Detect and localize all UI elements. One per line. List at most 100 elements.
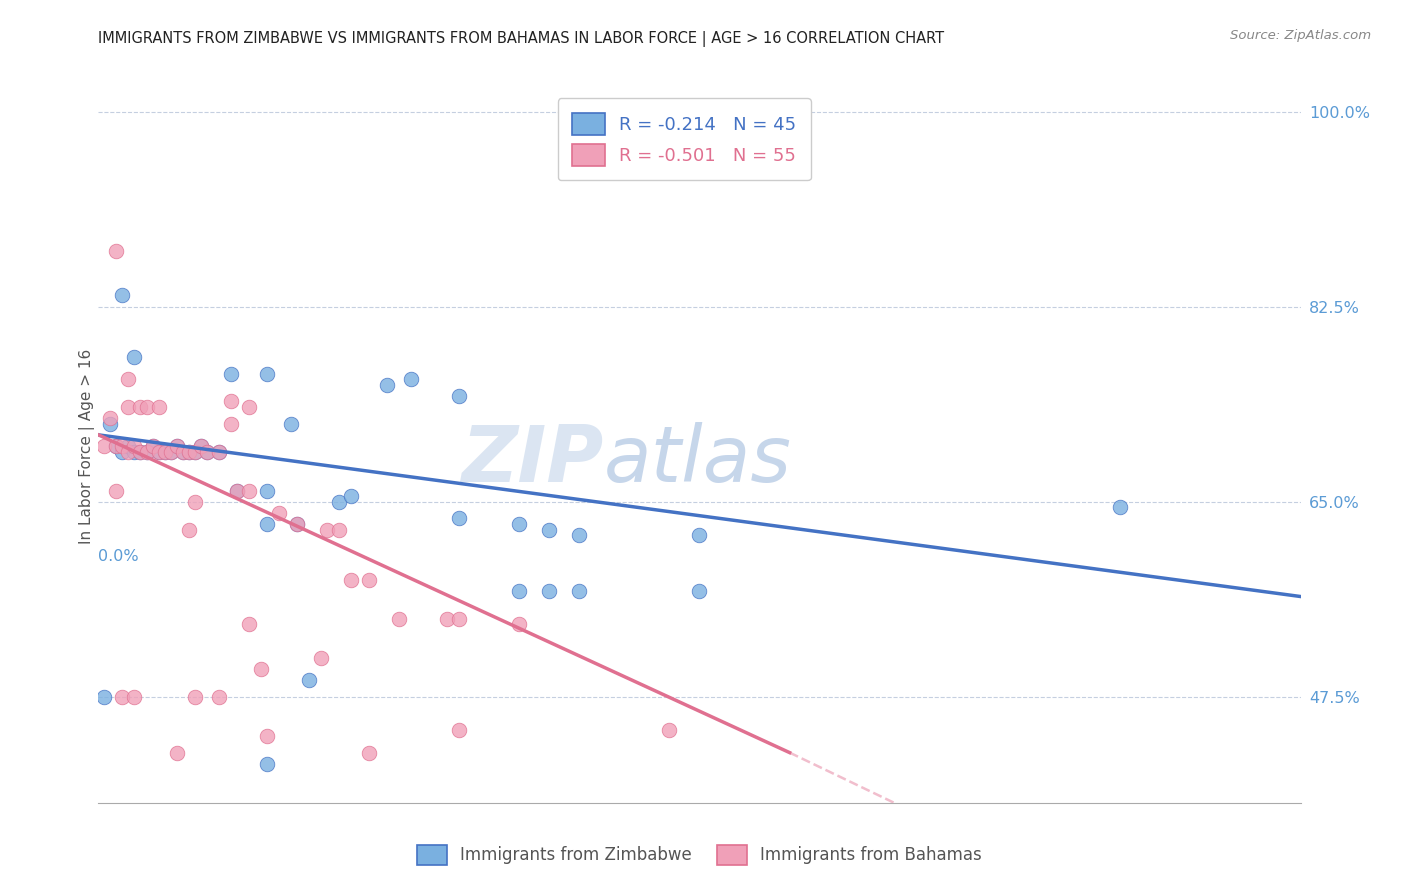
Point — [177, 444, 200, 458]
Point — [129, 400, 152, 414]
Point — [508, 617, 530, 632]
Point — [208, 444, 231, 458]
Point — [238, 400, 260, 414]
Point — [208, 690, 231, 704]
Point — [148, 444, 170, 458]
Text: IMMIGRANTS FROM ZIMBABWE VS IMMIGRANTS FROM BAHAMAS IN LABOR FORCE | AGE > 16 CO: IMMIGRANTS FROM ZIMBABWE VS IMMIGRANTS F… — [98, 31, 945, 47]
Point — [111, 288, 134, 302]
Point — [538, 523, 561, 537]
Point — [1109, 500, 1132, 515]
Point — [328, 494, 350, 508]
Point — [166, 439, 188, 453]
Point — [159, 444, 181, 458]
Point — [447, 511, 470, 525]
Point — [105, 439, 128, 453]
Point — [183, 494, 205, 508]
Point — [219, 394, 242, 409]
Point — [195, 444, 218, 458]
Y-axis label: In Labor Force | Age > 16: In Labor Force | Age > 16 — [79, 349, 96, 543]
Point — [285, 516, 308, 531]
Point — [249, 662, 271, 676]
Point — [135, 444, 157, 458]
Point — [183, 690, 205, 704]
Point — [340, 573, 363, 587]
Point — [658, 723, 681, 738]
Point — [100, 417, 122, 431]
Point — [111, 690, 134, 704]
Point — [568, 528, 591, 542]
Point — [166, 439, 188, 453]
Point — [568, 584, 591, 599]
Point — [135, 400, 157, 414]
Point — [190, 439, 212, 453]
Point — [225, 483, 247, 498]
Point — [508, 584, 530, 599]
Point — [280, 417, 302, 431]
Point — [298, 673, 321, 687]
Point — [124, 444, 146, 458]
Point — [238, 617, 260, 632]
Point — [238, 483, 260, 498]
Point — [388, 612, 411, 626]
Point — [508, 516, 530, 531]
Point — [129, 444, 152, 458]
Point — [141, 439, 163, 453]
Point — [315, 523, 337, 537]
Point — [117, 439, 139, 453]
Point — [190, 439, 212, 453]
Point — [172, 444, 194, 458]
Point — [93, 439, 115, 453]
Point — [111, 444, 134, 458]
Point — [135, 444, 157, 458]
Text: atlas: atlas — [603, 422, 792, 499]
Point — [105, 483, 128, 498]
Point — [153, 444, 176, 458]
Point — [538, 584, 561, 599]
Point — [159, 444, 181, 458]
Point — [285, 516, 308, 531]
Point — [177, 523, 200, 537]
Point — [447, 723, 470, 738]
Point — [256, 756, 278, 771]
Point — [256, 367, 278, 381]
Point — [375, 377, 398, 392]
Point — [267, 506, 290, 520]
Point — [256, 483, 278, 498]
Point — [183, 444, 205, 458]
Point — [183, 444, 205, 458]
Point — [166, 746, 188, 760]
Point — [328, 523, 350, 537]
Point — [208, 444, 231, 458]
Point — [148, 444, 170, 458]
Point — [129, 444, 152, 458]
Point — [447, 389, 470, 403]
Point — [105, 439, 128, 453]
Point — [219, 367, 242, 381]
Legend: Immigrants from Zimbabwe, Immigrants from Bahamas: Immigrants from Zimbabwe, Immigrants fro… — [405, 833, 994, 877]
Point — [357, 573, 380, 587]
Text: Source: ZipAtlas.com: Source: ZipAtlas.com — [1230, 29, 1371, 42]
Text: ZIP: ZIP — [461, 422, 603, 499]
Point — [117, 444, 139, 458]
Point — [153, 444, 176, 458]
Point — [93, 690, 115, 704]
Point — [357, 746, 380, 760]
Point — [177, 444, 200, 458]
Point — [105, 244, 128, 258]
Point — [124, 350, 146, 364]
Point — [172, 444, 194, 458]
Point — [256, 729, 278, 743]
Point — [225, 483, 247, 498]
Point — [340, 489, 363, 503]
Point — [399, 372, 422, 386]
Point — [309, 651, 332, 665]
Point — [447, 612, 470, 626]
Point — [148, 400, 170, 414]
Point — [111, 439, 134, 453]
Point — [141, 439, 163, 453]
Text: 0.0%: 0.0% — [98, 549, 139, 565]
Point — [117, 400, 139, 414]
Point — [124, 439, 146, 453]
Point — [219, 417, 242, 431]
Point — [689, 528, 711, 542]
